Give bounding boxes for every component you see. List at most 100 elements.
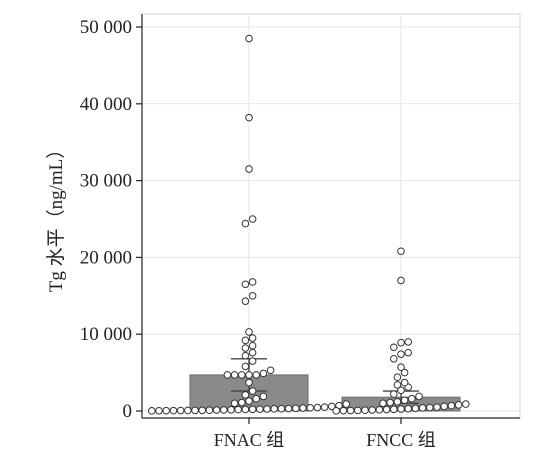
- data-point-0-5: [184, 406, 192, 415]
- data-point-1-25: [390, 390, 398, 398]
- y-axis-title: Tg 水平（ng/mL）: [45, 140, 67, 293]
- data-point-0-11: [227, 405, 235, 414]
- data-point-1-9: [397, 405, 405, 413]
- data-point-0-39: [245, 371, 253, 379]
- data-point-0-41: [259, 369, 268, 378]
- data-point-1-37: [397, 338, 405, 347]
- data-point-1-29: [400, 378, 409, 387]
- data-point-0-34: [248, 387, 257, 395]
- data-point-0-36: [223, 371, 232, 379]
- data-point-0-12: [234, 405, 242, 414]
- data-point-0-44: [248, 357, 257, 365]
- data-point-0-6: [191, 406, 199, 415]
- data-point-0-30: [245, 397, 253, 405]
- data-point-1-2: [346, 406, 355, 415]
- data-point-0-43: [241, 362, 250, 371]
- data-point-0-53: [248, 292, 257, 300]
- data-point-0-17: [270, 405, 279, 413]
- data-point-0-42: [266, 366, 275, 375]
- data-point-1-13: [426, 403, 434, 412]
- data-point-0-15: [256, 405, 264, 413]
- data-point-0-56: [241, 219, 250, 228]
- y-tick-label-0: 0: [123, 401, 133, 422]
- data-point-0-48: [248, 341, 257, 350]
- data-point-0-10: [220, 406, 228, 414]
- data-point-1-33: [390, 354, 398, 363]
- data-point-0-57: [248, 215, 257, 223]
- data-point-1-6: [375, 405, 384, 414]
- data-point-0-14: [248, 405, 257, 414]
- data-point-0-50: [248, 334, 257, 342]
- data-point-0-0: [148, 407, 156, 415]
- grid-layer: [142, 14, 520, 418]
- data-point-1-39: [397, 276, 405, 285]
- data-point-1-38: [404, 338, 413, 346]
- plot-frame: [141, 13, 521, 419]
- y-tick-label-5: 50 000: [80, 17, 132, 38]
- y-tick-label-2: 20 000: [80, 247, 132, 268]
- data-point-0-45: [241, 351, 250, 360]
- data-point-1-28: [393, 381, 402, 389]
- data-point-1-10: [404, 404, 413, 413]
- data-point-0-46: [248, 348, 257, 357]
- data-point-0-1: [155, 406, 163, 415]
- data-point-0-18: [277, 404, 286, 413]
- data-point-0-27: [342, 400, 351, 408]
- data-point-0-16: [263, 405, 271, 413]
- data-point-1-21: [393, 397, 402, 406]
- data-point-0-19: [284, 404, 293, 413]
- data-point-0-23: [313, 403, 322, 412]
- data-point-1-16: [447, 401, 456, 410]
- data-point-0-49: [241, 336, 250, 345]
- data-point-1-34: [397, 350, 405, 358]
- data-point-1-1: [339, 406, 348, 415]
- data-point-1-8: [390, 405, 398, 414]
- data-point-0-55: [248, 278, 257, 286]
- data-point-0-60: [245, 34, 253, 43]
- data-point-0-2: [162, 406, 170, 415]
- data-point-1-0: [332, 407, 341, 415]
- data-point-0-33: [241, 391, 250, 399]
- data-point-1-18: [462, 400, 470, 408]
- labels-layer: 0 10 000 20 000 30 000 40 000 50 000 FNAC 组 FNC…: [45, 17, 436, 450]
- data-point-1-24: [415, 392, 423, 401]
- data-point-1-36: [390, 343, 398, 352]
- data-point-0-29: [238, 398, 246, 407]
- data-point-0-25: [328, 402, 336, 411]
- data-point-0-35: [245, 378, 253, 387]
- data-point-1-35: [404, 348, 413, 357]
- data-point-1-14: [433, 403, 441, 411]
- data-point-0-28: [230, 399, 239, 408]
- data-point-1-4: [361, 406, 369, 415]
- data-point-0-38: [238, 371, 246, 379]
- data-point-1-5: [368, 406, 377, 414]
- data-point-0-31: [252, 394, 261, 403]
- data-point-0-21: [299, 404, 307, 412]
- data-point-1-23: [408, 394, 416, 403]
- data-point-0-54: [241, 280, 250, 289]
- data-point-1-22: [400, 396, 409, 405]
- data-point-1-3: [354, 406, 362, 415]
- data-point-0-24: [320, 403, 329, 411]
- data-point-0-52: [241, 297, 250, 305]
- data-point-1-19: [379, 399, 387, 408]
- y-tick-label-4: 40 000: [80, 94, 132, 115]
- data-point-1-12: [418, 404, 427, 412]
- data-point-1-11: [411, 404, 420, 413]
- data-point-0-7: [198, 406, 206, 415]
- data-point-1-26: [397, 386, 405, 395]
- data-point-0-58: [245, 165, 253, 173]
- data-point-1-32: [397, 363, 405, 372]
- points-layer: [148, 34, 470, 415]
- data-point-0-22: [306, 403, 315, 412]
- data-point-1-7: [382, 405, 391, 414]
- data-point-0-4: [176, 406, 185, 415]
- data-point-0-59: [245, 113, 253, 122]
- data-point-0-8: [205, 406, 214, 415]
- data-point-1-17: [454, 401, 463, 409]
- data-point-0-51: [245, 328, 253, 336]
- data-point-0-47: [241, 344, 250, 352]
- data-point-0-9: [212, 406, 221, 414]
- data-point-0-13: [241, 405, 250, 414]
